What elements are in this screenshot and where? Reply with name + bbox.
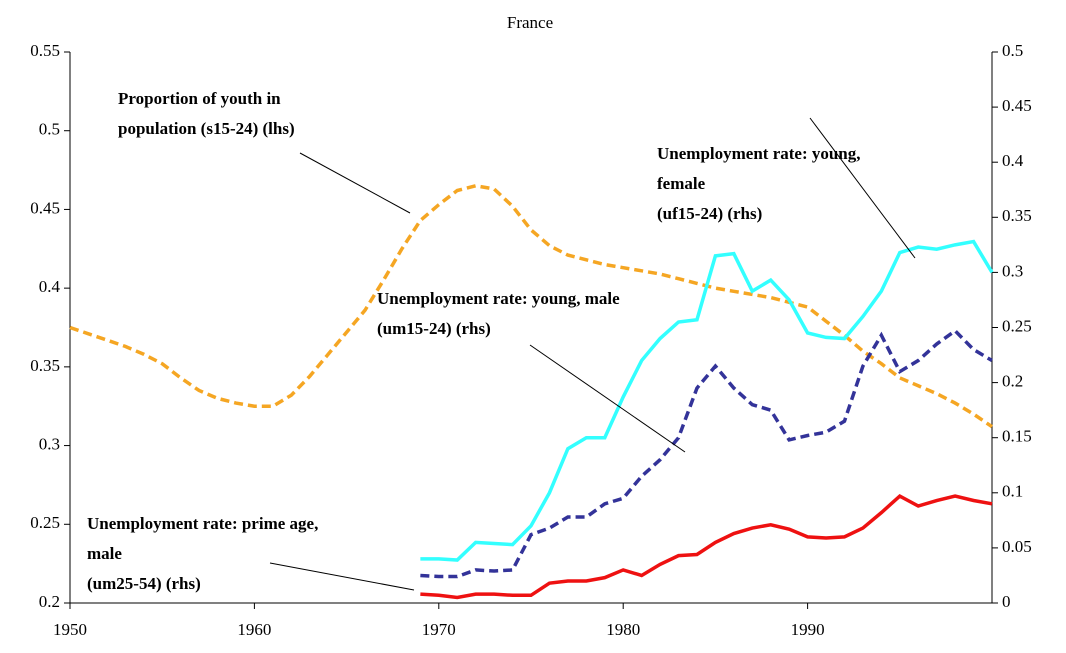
series-label: Unemployment rate: prime age,	[87, 514, 318, 533]
y2-tick-label: 0.4	[1002, 151, 1024, 170]
series-label: Unemployment rate: young, male	[377, 289, 620, 308]
y-tick-label: 0.2	[39, 592, 60, 611]
series-label: Unemployment rate: young,	[657, 144, 861, 163]
leader-line	[269, 562, 415, 591]
y2-tick-label: 0.3	[1002, 261, 1023, 280]
y2-tick-label: 0.1	[1002, 482, 1023, 501]
series-label: female	[657, 174, 706, 193]
series-line	[420, 328, 993, 579]
y-tick-label: 0.3	[39, 434, 60, 453]
x-tick-label: 1980	[606, 620, 640, 639]
leader-line	[529, 344, 686, 453]
y-tick-label: 0.35	[30, 356, 60, 375]
y2-tick-label: 0.35	[1002, 206, 1032, 225]
series-line	[420, 239, 994, 562]
y-tick-label: 0.55	[30, 41, 60, 60]
leader-line	[299, 152, 411, 214]
y2-tick-label: 0.05	[1002, 537, 1032, 556]
y2-tick-label: 0.45	[1002, 96, 1032, 115]
y-tick-label: 0.5	[39, 120, 60, 139]
series-label: population (s15-24) (lhs)	[118, 119, 295, 138]
y-tick-label: 0.45	[30, 198, 60, 217]
series-label: male	[87, 544, 122, 563]
y2-tick-label: 0.25	[1002, 316, 1032, 335]
leader-line	[809, 117, 916, 259]
y-tick-label: 0.25	[30, 513, 60, 532]
series-label: (uf15-24) (rhs)	[657, 204, 762, 223]
series-label: (um25-54) (rhs)	[87, 574, 201, 593]
y2-tick-label: 0	[1002, 592, 1011, 611]
y2-tick-label: 0.2	[1002, 372, 1023, 391]
x-tick-label: 1950	[53, 620, 87, 639]
chart-title: France	[507, 13, 553, 32]
series-label: Proportion of youth in	[118, 89, 281, 108]
series-line	[69, 184, 993, 429]
x-tick-label: 1960	[237, 620, 271, 639]
x-tick-label: 1970	[422, 620, 456, 639]
series-line	[420, 493, 993, 600]
series-label: (um15-24) (rhs)	[377, 319, 491, 338]
y2-tick-label: 0.15	[1002, 427, 1032, 446]
y2-tick-label: 0.5	[1002, 41, 1023, 60]
x-tick-label: 1990	[791, 620, 825, 639]
y-tick-label: 0.4	[39, 277, 61, 296]
